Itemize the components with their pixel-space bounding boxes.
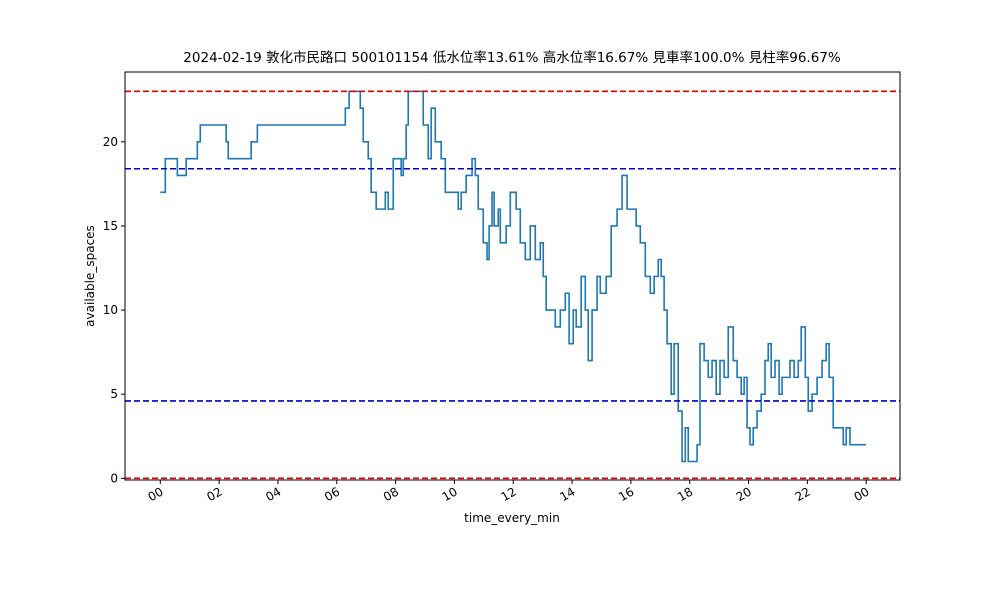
x-tick-label: 08 bbox=[381, 484, 401, 504]
y-tick-label: 10 bbox=[103, 303, 118, 317]
x-tick-label: 02 bbox=[204, 484, 224, 504]
data-line bbox=[160, 90, 867, 463]
chart-title: 2024-02-19 敦化市民路口 500101154 低水位率13.61% 高… bbox=[183, 49, 841, 66]
y-axis-label: available_spaces bbox=[83, 225, 97, 327]
y-tick-label: 15 bbox=[103, 219, 118, 233]
x-tick-label: 20 bbox=[734, 484, 754, 504]
x-tick-label: 18 bbox=[675, 484, 695, 504]
y-tick-label: 5 bbox=[110, 387, 118, 401]
x-tick-label: 10 bbox=[440, 484, 460, 504]
plot-frame bbox=[124, 71, 901, 481]
x-tick-label: 14 bbox=[557, 484, 577, 504]
x-tick-label: 06 bbox=[322, 484, 342, 504]
x-tick-label: 12 bbox=[499, 484, 519, 504]
x-tick-label: 00 bbox=[851, 484, 871, 504]
x-tick-label: 00 bbox=[146, 484, 166, 504]
y-tick-label: 20 bbox=[103, 135, 118, 149]
y-tick-label: 0 bbox=[110, 471, 118, 485]
x-tick-label: 22 bbox=[793, 484, 813, 504]
x-tick-label: 04 bbox=[263, 484, 283, 504]
x-axis-label: time_every_min bbox=[464, 511, 560, 525]
x-tick-label: 16 bbox=[616, 484, 636, 504]
